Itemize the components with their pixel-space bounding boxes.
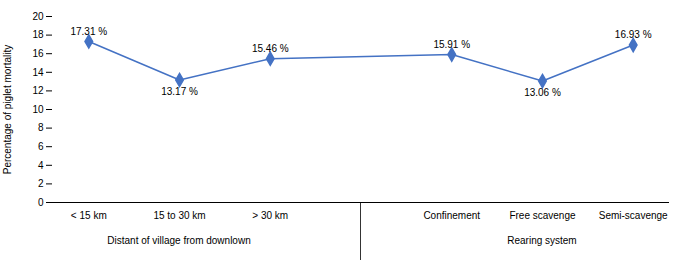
svg-text:18: 18 bbox=[32, 29, 44, 40]
svg-text:15.91 %: 15.91 % bbox=[433, 39, 470, 50]
svg-text:Percentage of piglet mortality: Percentage of piglet mortality bbox=[2, 45, 13, 175]
svg-text:Distant of village from downlo: Distant of village from downlown bbox=[107, 235, 250, 246]
svg-text:< 15 km: < 15 km bbox=[71, 210, 107, 221]
svg-text:15.46 %: 15.46 % bbox=[252, 43, 289, 54]
svg-text:> 30 km: > 30 km bbox=[252, 210, 288, 221]
svg-text:15 to 30 km: 15 to 30 km bbox=[153, 210, 205, 221]
svg-text:4: 4 bbox=[38, 160, 44, 171]
svg-text:12: 12 bbox=[32, 85, 44, 96]
svg-text:17.31 %: 17.31 % bbox=[70, 26, 107, 37]
svg-text:Rearing system: Rearing system bbox=[507, 235, 576, 246]
svg-text:Confinement: Confinement bbox=[423, 210, 480, 221]
svg-text:10: 10 bbox=[32, 104, 44, 115]
svg-text:14: 14 bbox=[32, 67, 44, 78]
svg-text:0: 0 bbox=[38, 197, 44, 208]
svg-text:20: 20 bbox=[32, 11, 44, 22]
svg-text:16.93 %: 16.93 % bbox=[615, 29, 652, 40]
svg-text:Semi-scavenge: Semi-scavenge bbox=[599, 210, 668, 221]
svg-text:2: 2 bbox=[38, 178, 44, 189]
svg-text:13.17 %: 13.17 % bbox=[161, 86, 198, 97]
svg-text:13.06 %: 13.06 % bbox=[524, 87, 561, 98]
svg-text:16: 16 bbox=[32, 48, 44, 59]
svg-text:8: 8 bbox=[38, 122, 44, 133]
svg-text:6: 6 bbox=[38, 141, 44, 152]
svg-text:Free scavenge: Free scavenge bbox=[509, 210, 576, 221]
